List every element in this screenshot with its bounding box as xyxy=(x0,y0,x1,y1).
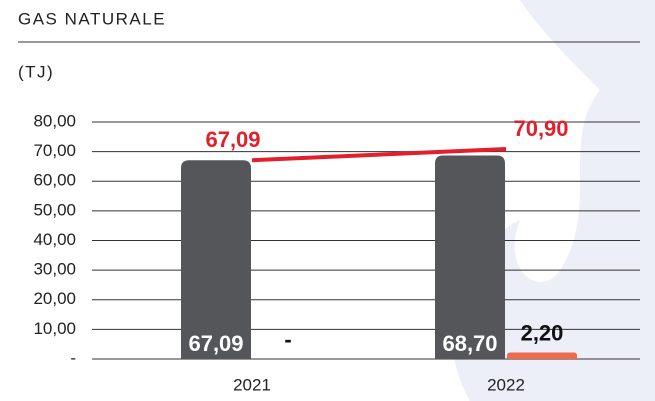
bar xyxy=(507,352,577,359)
y-tick-label: 40,00 xyxy=(33,230,76,249)
y-tick-label: 10,00 xyxy=(33,319,76,338)
bar-value-label: 68,70 xyxy=(442,331,497,356)
bar xyxy=(435,155,505,359)
y-tick-label: 30,00 xyxy=(33,260,76,279)
bar-value-label: - xyxy=(284,327,291,352)
bar-value-label: 2,20 xyxy=(521,320,564,345)
unit-label: (TJ) xyxy=(18,62,54,81)
y-tick-label: 60,00 xyxy=(33,171,76,190)
x-tick-label: 2022 xyxy=(487,375,525,394)
chart: GAS NATURALE (TJ) - 10,00 20,00 30,00 40,00 5… xyxy=(0,0,655,401)
bar-value-label: 67,09 xyxy=(188,331,243,356)
y-tick-label: 80,00 xyxy=(33,111,76,130)
x-tick-label: 2021 xyxy=(233,375,271,394)
y-tick-label: - xyxy=(70,348,76,367)
y-tick-label: 20,00 xyxy=(33,289,76,308)
y-tick-label: 70,00 xyxy=(33,141,76,160)
y-tick-label: 50,00 xyxy=(33,200,76,219)
line-value-label: 67,09 xyxy=(205,127,260,152)
bar xyxy=(181,160,251,359)
chart-title: GAS NATURALE xyxy=(18,9,166,28)
line-value-label: 70,90 xyxy=(513,116,568,141)
